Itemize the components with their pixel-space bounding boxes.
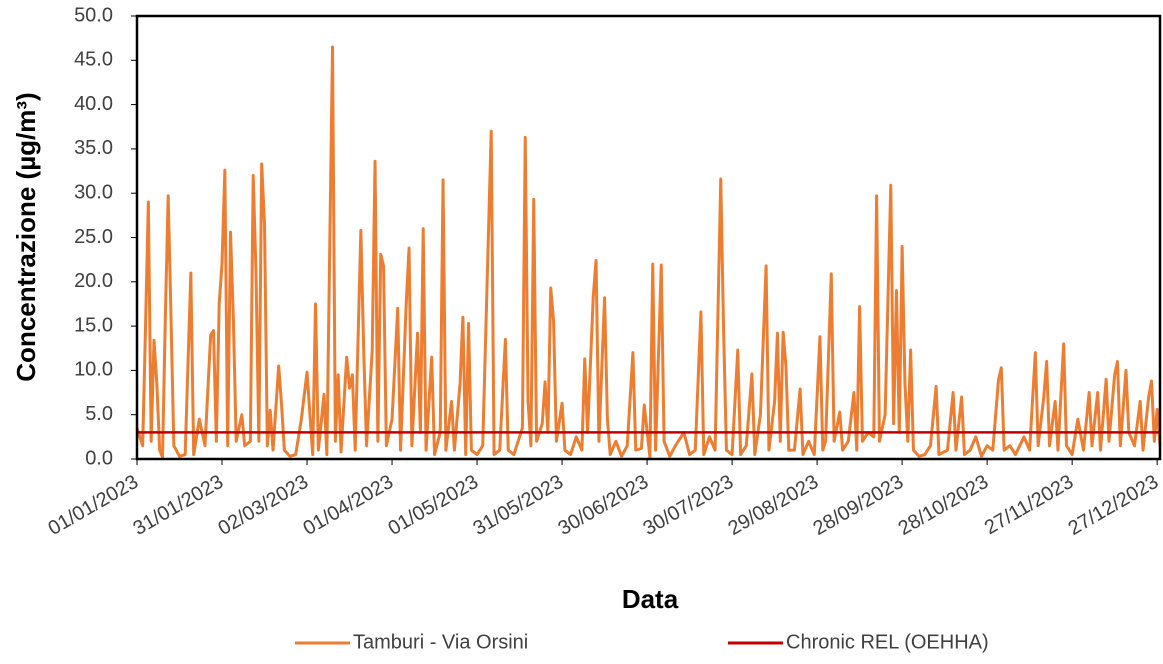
x-tick-label: 01/05/2023 — [384, 471, 482, 540]
x-tick-label: 01/04/2023 — [299, 471, 397, 540]
y-tick-label: 15.0 — [74, 314, 113, 336]
x-tick-label: 27/12/2023 — [1065, 471, 1163, 540]
y-tick-label: 35.0 — [74, 137, 113, 159]
x-tick-label: 29/08/2023 — [725, 471, 823, 540]
x-axis-title: Data — [622, 584, 679, 614]
x-tick-label: 27/11/2023 — [981, 471, 1077, 539]
x-tick-label: 28/10/2023 — [895, 471, 993, 540]
y-tick-label: 50.0 — [74, 4, 113, 26]
data-line — [135, 45, 1162, 459]
legend-label: Chronic REL (OEHHA) — [786, 631, 989, 653]
x-tick-label: 02/03/2023 — [214, 471, 312, 540]
y-tick-label: 5.0 — [85, 403, 113, 425]
y-tick-label: 40.0 — [74, 93, 113, 115]
x-tick-label: 28/09/2023 — [810, 471, 908, 540]
y-tick-label: 0.0 — [85, 447, 113, 469]
y-axis-title: Concentrazione (µg/m³) — [11, 92, 41, 381]
plot-border — [135, 14, 1162, 461]
y-tick-label: 25.0 — [74, 226, 113, 248]
x-tick-label: 31/01/2023 — [129, 471, 227, 540]
x-tick-label: 30/06/2023 — [555, 471, 653, 540]
x-tick-label: 31/05/2023 — [470, 471, 568, 540]
y-tick-label: 45.0 — [74, 49, 113, 71]
y-tick-label: 20.0 — [74, 270, 113, 292]
x-tick-label: 01/01/2023 — [44, 471, 142, 540]
y-tick-label: 30.0 — [74, 181, 113, 203]
legend-label: Tamburi - Via Orsini — [353, 631, 528, 653]
y-tick-label: 10.0 — [74, 359, 113, 381]
x-tick-label: 30/07/2023 — [640, 471, 738, 540]
